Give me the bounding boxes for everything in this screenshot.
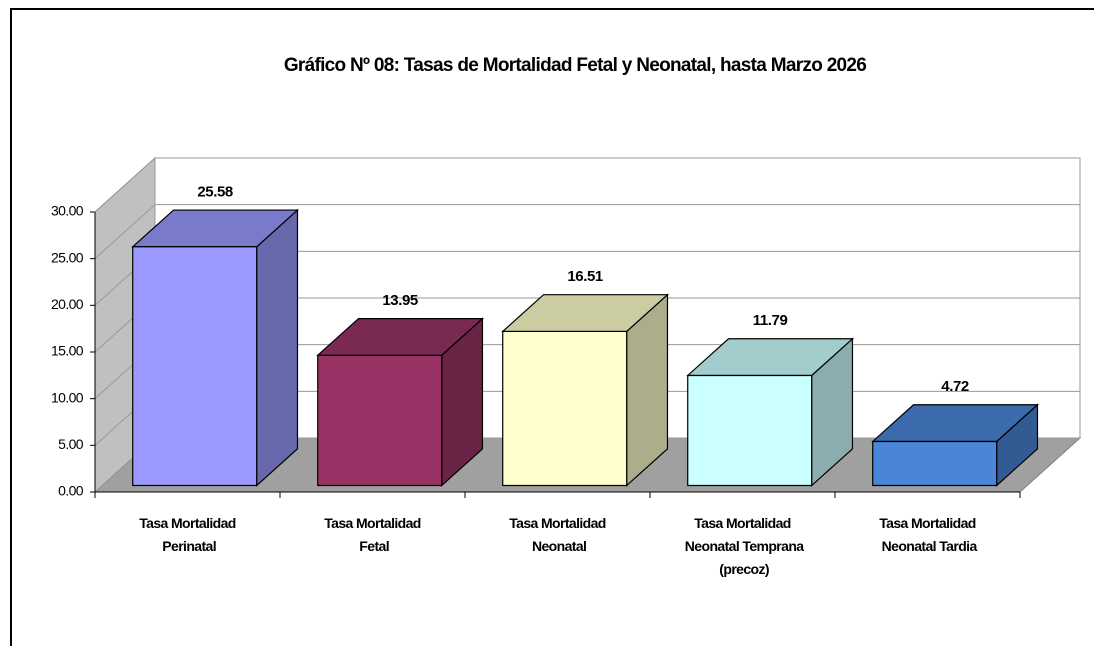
x-tick-label: Tasa Mortalidad Neonatal Temprana (preco… — [682, 515, 805, 577]
chart-title: Gráfico Nº 08: Tasas de Mortalidad Fetal… — [284, 55, 866, 76]
y-tick-label: 10.00 — [51, 389, 84, 405]
y-tick-label: 15.00 — [51, 343, 84, 359]
value-label: 13.95 — [382, 292, 418, 309]
x-tick-label: Tasa Mortalidad Neonatal Tardia — [878, 515, 977, 554]
wall-grid-line — [94, 204, 156, 260]
y-tick-label: 0.00 — [58, 483, 84, 499]
bar-front — [132, 246, 258, 487]
value-label: 25.58 — [197, 183, 233, 200]
bar-side — [256, 208, 299, 487]
bar — [686, 337, 855, 487]
bar — [316, 317, 485, 487]
y-tick-label: 30.00 — [51, 203, 84, 219]
value-label: 11.79 — [753, 312, 788, 329]
bar-front — [687, 374, 813, 487]
bar — [501, 293, 670, 487]
x-tick-label: Tasa Mortalidad Neonatal — [509, 515, 606, 554]
x-tick-label: Tasa Mortalidad Perinatal — [139, 515, 236, 554]
wall-grid-line — [94, 157, 156, 213]
bar — [131, 208, 300, 487]
value-label: 16.51 — [567, 268, 603, 285]
bar-front — [502, 330, 628, 487]
bar — [871, 403, 1040, 487]
value-label: 4.72 — [941, 378, 969, 395]
y-tick-label: 25.00 — [51, 249, 84, 265]
bar-front — [317, 354, 443, 487]
y-tick-label: 5.00 — [58, 436, 84, 452]
y-tick-label: 20.00 — [51, 296, 84, 312]
bar-front — [872, 440, 998, 487]
x-tick-label: Tasa Mortalidad Fetal — [324, 515, 421, 554]
